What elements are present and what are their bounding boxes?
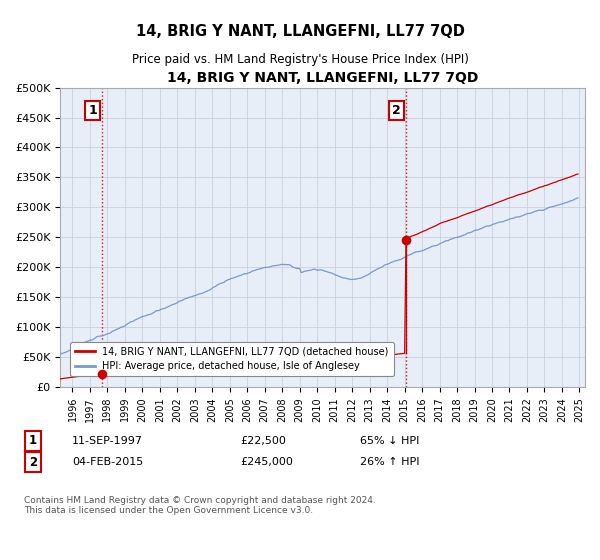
Text: Contains HM Land Registry data © Crown copyright and database right 2024.
This d: Contains HM Land Registry data © Crown c… [24,496,376,515]
Text: 2: 2 [29,455,37,469]
Text: £22,500: £22,500 [240,436,286,446]
Text: 11-SEP-1997: 11-SEP-1997 [72,436,143,446]
Text: 2: 2 [392,104,401,117]
Legend: 14, BRIG Y NANT, LLANGEFNI, LL77 7QD (detached house), HPI: Average price, detac: 14, BRIG Y NANT, LLANGEFNI, LL77 7QD (de… [70,342,394,376]
Title: 14, BRIG Y NANT, LLANGEFNI, LL77 7QD: 14, BRIG Y NANT, LLANGEFNI, LL77 7QD [167,71,478,85]
Text: 1: 1 [88,104,97,117]
Text: £245,000: £245,000 [240,457,293,467]
Text: 65% ↓ HPI: 65% ↓ HPI [360,436,419,446]
Text: 14, BRIG Y NANT, LLANGEFNI, LL77 7QD: 14, BRIG Y NANT, LLANGEFNI, LL77 7QD [136,24,464,39]
Text: Price paid vs. HM Land Registry's House Price Index (HPI): Price paid vs. HM Land Registry's House … [131,53,469,66]
Text: 1: 1 [29,434,37,447]
Text: 26% ↑ HPI: 26% ↑ HPI [360,457,419,467]
Text: 04-FEB-2015: 04-FEB-2015 [72,457,143,467]
